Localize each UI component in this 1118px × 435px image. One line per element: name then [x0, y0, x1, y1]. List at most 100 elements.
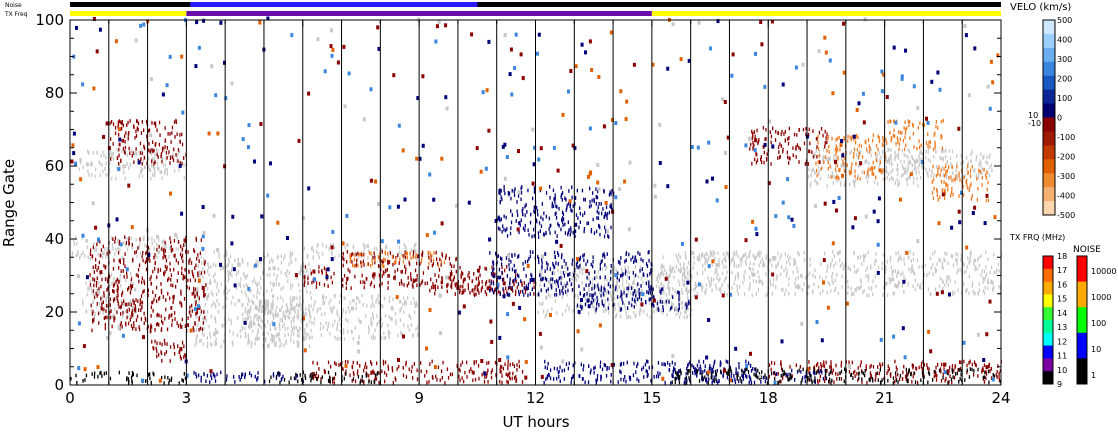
scatter-cell	[196, 291, 198, 295]
scatter-cell	[538, 235, 540, 239]
scatter-cell	[118, 142, 120, 147]
scatter-cell	[183, 163, 185, 167]
scatter-cell	[215, 263, 217, 268]
scatter-cell	[268, 343, 270, 347]
scatter-cell	[640, 284, 642, 288]
scatter-cell	[615, 285, 617, 289]
scatter-cell	[589, 186, 591, 191]
scatter-cell	[158, 313, 160, 318]
scatter-cell	[561, 295, 564, 300]
scatter-cell	[276, 273, 279, 278]
scatter-cell	[899, 255, 901, 259]
scatter-cell	[344, 296, 346, 300]
scatter-cell	[520, 279, 522, 283]
scatter-cell	[102, 169, 104, 174]
scatter-cell	[287, 332, 289, 337]
scatter-cell	[720, 361, 722, 366]
scatter-cell	[825, 360, 827, 365]
scatter-cell	[924, 263, 927, 268]
scatter-cell	[579, 211, 581, 216]
scatter-cell	[151, 121, 153, 125]
scatter-cell	[595, 202, 597, 206]
scatter-cell	[546, 366, 548, 371]
scatter-cell	[244, 290, 246, 295]
scatter-cell	[910, 270, 912, 274]
scatter-cell	[109, 152, 111, 157]
scatter-cell	[251, 299, 253, 303]
scatter-cell	[311, 320, 313, 325]
scatter-cell	[868, 275, 870, 279]
scatter-cell	[973, 169, 975, 173]
scatter-cell	[400, 306, 402, 311]
scatter-cell	[416, 261, 418, 266]
scatter-cell	[548, 227, 550, 231]
scatter-cell	[260, 318, 262, 322]
scatter-cell	[91, 328, 93, 333]
scatter-cell	[909, 161, 912, 165]
scatter-cell	[98, 280, 100, 285]
scatter-cell	[499, 200, 501, 205]
scatter-cell	[582, 213, 584, 218]
scatter-cell	[749, 377, 751, 381]
scatter-cell	[510, 220, 513, 225]
scatter-cell	[524, 223, 526, 228]
scatter-cell	[518, 364, 520, 369]
scatter-cell	[702, 370, 704, 374]
scatter-cell	[514, 376, 516, 380]
scatter-cell	[378, 273, 380, 278]
scatter-cell	[431, 285, 433, 290]
noise-bar	[70, 2, 1001, 7]
scatter-cell	[310, 296, 312, 301]
scatter-cell	[798, 252, 800, 257]
scatter-cell	[827, 265, 829, 270]
scatter-cell	[150, 329, 152, 333]
scatter-cell	[311, 371, 313, 376]
scatter-cell	[160, 170, 163, 175]
scatter-cell	[795, 277, 797, 281]
scatter-cell	[342, 278, 344, 282]
scatter-cell	[466, 360, 468, 365]
scatter-cell	[516, 285, 518, 290]
scatter-cell	[981, 166, 983, 171]
scatter-cell	[936, 262, 938, 266]
scatter-cell	[252, 280, 254, 284]
scatter-cell	[308, 303, 310, 308]
scatter-cell	[866, 179, 869, 184]
scatter-cell	[153, 255, 155, 260]
scatter-cell	[691, 274, 693, 279]
scatter-cell	[814, 379, 816, 384]
scatter-cell	[990, 280, 992, 284]
scatter-cell	[709, 250, 712, 254]
scatter-cell	[269, 311, 272, 315]
scatter-cell	[564, 196, 566, 201]
scatter-cell	[670, 269, 672, 273]
scatter-cell	[936, 164, 938, 169]
scatter-cell	[755, 160, 758, 165]
scatter-cell	[105, 161, 107, 166]
scatter-cell	[934, 287, 936, 292]
scatter-cell	[148, 165, 150, 169]
scatter-cell	[746, 255, 748, 260]
scatter-cell	[110, 273, 113, 277]
scatter-cell	[164, 147, 166, 152]
scatter-cell	[592, 191, 594, 195]
scatter-cell	[508, 375, 511, 380]
scatter-cell	[957, 252, 959, 257]
scatter-cell	[710, 282, 712, 287]
scatter-cell	[650, 268, 652, 272]
scatter-cell	[786, 150, 788, 155]
scatter-cell	[551, 281, 554, 285]
scatter-cell	[543, 211, 545, 216]
scatter-cell	[576, 264, 578, 269]
scatter-cell	[912, 284, 914, 289]
scatter-cell	[858, 286, 860, 291]
scatter-cell	[706, 380, 708, 384]
scatter-cell	[930, 292, 932, 297]
scatter-cell	[311, 246, 313, 251]
scatter-cell	[896, 271, 899, 276]
scatter-cell	[153, 158, 155, 163]
scatter-cell	[903, 170, 906, 175]
scatter-cell	[755, 292, 757, 296]
scatter-cell	[831, 274, 833, 279]
scatter-cell	[249, 325, 251, 330]
